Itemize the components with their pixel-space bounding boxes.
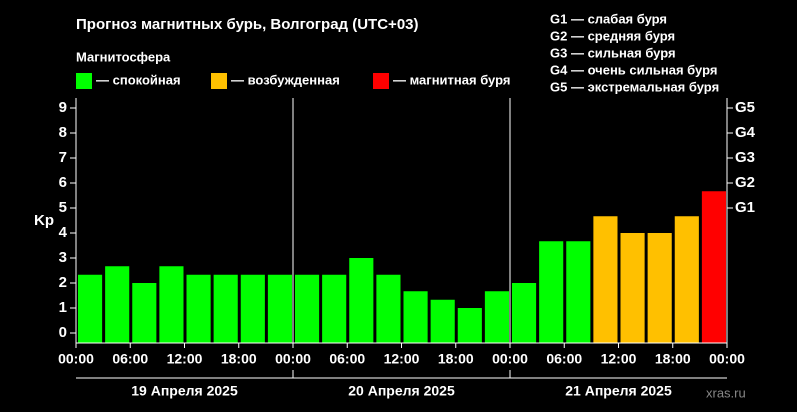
bar (78, 274, 103, 343)
bar (295, 274, 320, 343)
x-tick-label: 06:00 (546, 351, 582, 367)
bar (159, 266, 184, 343)
x-tick-label: 06:00 (112, 351, 148, 367)
legend-swatch (373, 73, 389, 89)
legend-label: — магнитная буря (393, 72, 510, 87)
bar (674, 216, 699, 343)
day-label: 21 Апреля 2025 (565, 383, 672, 399)
chart-subtitle: Магнитосфера (76, 49, 171, 64)
x-tick-label: 12:00 (384, 351, 420, 367)
x-tick-label: 12:00 (167, 351, 203, 367)
bar (430, 299, 455, 343)
bar (240, 274, 265, 343)
bar (267, 274, 292, 343)
bar (484, 291, 509, 343)
y-tick-label: 4 (59, 224, 68, 241)
y-tick-label: 9 (59, 99, 67, 116)
y2-tick-label: G1 (735, 199, 755, 216)
bar (457, 308, 482, 343)
bar (349, 258, 374, 343)
y-tick-label: 8 (59, 124, 67, 141)
legend-label: — спокойная (96, 72, 181, 87)
bar (593, 216, 618, 343)
x-tick-label: 00:00 (492, 351, 528, 367)
y-axis-label: Kp (34, 212, 54, 229)
bar (647, 233, 672, 343)
g-scale-text: G4 — очень сильная буря (550, 62, 717, 77)
y2-tick-label: G2 (735, 174, 755, 191)
bar (186, 274, 211, 343)
y-tick-label: 1 (59, 299, 67, 316)
x-tick-label: 06:00 (329, 351, 365, 367)
y-tick-label: 7 (59, 149, 67, 166)
bar (213, 274, 238, 343)
day-label: 20 Апреля 2025 (348, 383, 455, 399)
legend-label: — возбужденная (231, 72, 340, 87)
bar (539, 241, 564, 343)
y-tick-label: 2 (59, 274, 67, 291)
x-tick-label: 00:00 (275, 351, 311, 367)
y-tick-label: 0 (59, 324, 67, 341)
legend-swatch (211, 73, 227, 89)
x-tick-label: 18:00 (221, 351, 257, 367)
g-scale-text: G3 — сильная буря (550, 45, 676, 60)
x-tick-label: 00:00 (58, 351, 94, 367)
bar (105, 266, 130, 343)
y-tick-label: 5 (59, 199, 67, 216)
bar (512, 283, 537, 343)
g-scale-text: G1 — слабая буря (550, 11, 667, 26)
x-tick-label: 18:00 (438, 351, 474, 367)
bar (620, 233, 645, 343)
chart-title: Прогноз магнитных бурь, Волгоград (UTC+0… (76, 16, 419, 33)
x-tick-label: 18:00 (655, 351, 691, 367)
bar (403, 291, 428, 343)
g-scale-text: G5 — экстремальная буря (550, 79, 719, 94)
bar (376, 274, 401, 343)
bar (322, 274, 347, 343)
y-tick-label: 3 (59, 249, 67, 266)
x-tick-label: 00:00 (709, 351, 745, 367)
bar (132, 283, 157, 343)
y2-tick-label: G5 (735, 99, 755, 116)
bar (566, 241, 591, 343)
day-label: 19 Апреля 2025 (131, 383, 238, 399)
bar (701, 191, 726, 343)
legend-swatch (76, 73, 92, 89)
g-scale-text: G2 — средняя буря (550, 28, 675, 43)
y2-tick-label: G4 (735, 124, 756, 141)
y-tick-label: 6 (59, 174, 67, 191)
y2-tick-label: G3 (735, 149, 755, 166)
x-tick-label: 12:00 (601, 351, 637, 367)
watermark: xras.ru (706, 385, 746, 400)
